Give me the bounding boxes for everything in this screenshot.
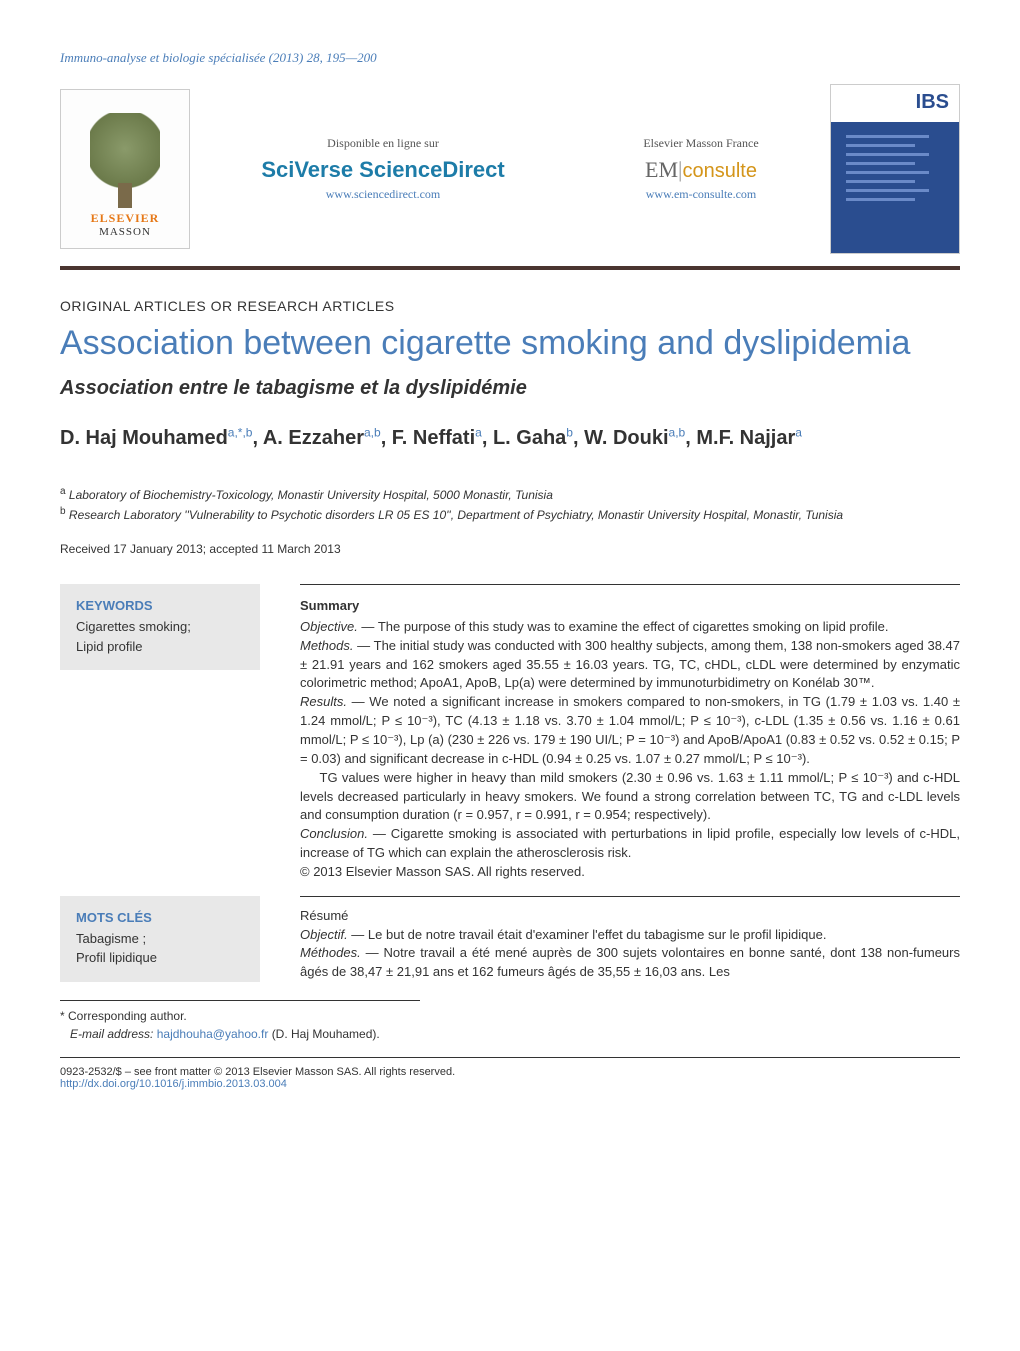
keywords-body: Cigarettes smoking; Lipid profile [76,617,244,656]
summary-conclusion: Conclusion. — Cigarette smoking is assoc… [300,825,960,863]
emconsulte-brand: EM|consulte [643,157,758,183]
copyright-line: 0923-2532/$ – see front matter © 2013 El… [60,1066,960,1078]
corresponding-label: * Corresponding author. [60,1007,960,1025]
summary-results-2: TG values were higher in heavy than mild… [300,769,960,826]
authors-list: D. Haj Mouhameda,*,b, A. Ezzahera,b, F. … [60,424,960,452]
abstract-block: KEYWORDS Cigarettes smoking; Lipid profi… [60,584,960,882]
consulte-text: consulte [682,160,757,182]
corresponding-email-link[interactable]: hajdhouha@yahoo.fr [157,1027,269,1041]
keywords-header: KEYWORDS [76,598,244,613]
sciencedirect-url[interactable]: www.sciencedirect.com [261,187,504,202]
summary-results: Results. — We noted a significant increa… [300,693,960,768]
affiliation-b: b Research Laboratory ''Vulnerability to… [60,504,960,524]
resume-methodes: Méthodes. — Notre travail a été mené aup… [300,944,960,982]
elsevier-masson-logo: ELSEVIER MASSON [60,89,190,249]
available-online-label: Disponible en ligne sur [261,136,504,151]
summary-copyright: © 2013 Elsevier Masson SAS. All rights r… [300,863,960,882]
affiliations: a Laboratory of Biochemistry-Toxicology,… [60,484,960,524]
header-banner: ELSEVIER MASSON Disponible en ligne sur … [60,84,960,270]
resume-header: Résumé [300,907,960,926]
article-title: Association between cigarette smoking an… [60,324,960,363]
corresponding-person: (D. Haj Mouhamed). [272,1027,380,1041]
corresponding-author: * Corresponding author. E-mail address: … [60,1007,960,1043]
summary-text: Summary Objective. — The purpose of this… [300,584,960,882]
motscles-body: Tabagisme ; Profil lipidique [76,929,244,968]
em-text: EM [645,157,678,182]
corresponding-email-row: E-mail address: hajdhouha@yahoo.fr (D. H… [60,1025,960,1043]
resume-text: Résumé Objectif. — Le but de notre trava… [300,896,960,982]
emconsulte-url[interactable]: www.em-consulte.com [643,187,758,202]
masson-logo-text: MASSON [99,226,151,238]
article-dates: Received 17 January 2013; accepted 11 Ma… [60,542,960,556]
summary-objective: Objective. — The purpose of this study w… [300,618,960,637]
motscles-box: MOTS CLÉS Tabagisme ; Profil lipidique [60,896,260,982]
journal-cover-thumbnail [830,84,960,254]
sciencedirect-block: Disponible en ligne sur SciVerse Science… [261,136,504,202]
center-links: Disponible en ligne sur SciVerse Science… [202,136,818,202]
page-footer: 0923-2532/$ – see front matter © 2013 El… [60,1057,960,1090]
motscles-header: MOTS CLÉS [76,910,244,925]
article-subtitle-french: Association entre le tabagisme et la dys… [60,377,960,400]
elsevier-tree-icon [90,113,160,203]
journal-reference: Immuno-analyse et biologie spécialisée (… [60,50,960,66]
affiliation-a: a Laboratory of Biochemistry-Toxicology,… [60,484,960,504]
section-label: ORIGINAL ARTICLES OR RESEARCH ARTICLES [60,298,960,314]
resume-objectif: Objectif. — Le but de notre travail étai… [300,926,960,945]
doi-link[interactable]: http://dx.doi.org/10.1016/j.immbio.2013.… [60,1078,960,1090]
cover-decoration [846,135,944,207]
sciencedirect-brand: SciVerse ScienceDirect [261,157,504,183]
keywords-box: KEYWORDS Cigarettes smoking; Lipid profi… [60,584,260,670]
elsevier-logo-text: ELSEVIER [91,211,160,226]
footnote-separator [60,1000,420,1001]
summary-header: Summary [300,597,960,616]
emconsulte-block: Elsevier Masson France EM|consulte www.e… [643,136,758,202]
elsevier-masson-france-label: Elsevier Masson France [643,136,758,151]
resume-row: MOTS CLÉS Tabagisme ; Profil lipidique R… [60,896,960,982]
summary-methods: Methods. — The initial study was conduct… [300,637,960,694]
